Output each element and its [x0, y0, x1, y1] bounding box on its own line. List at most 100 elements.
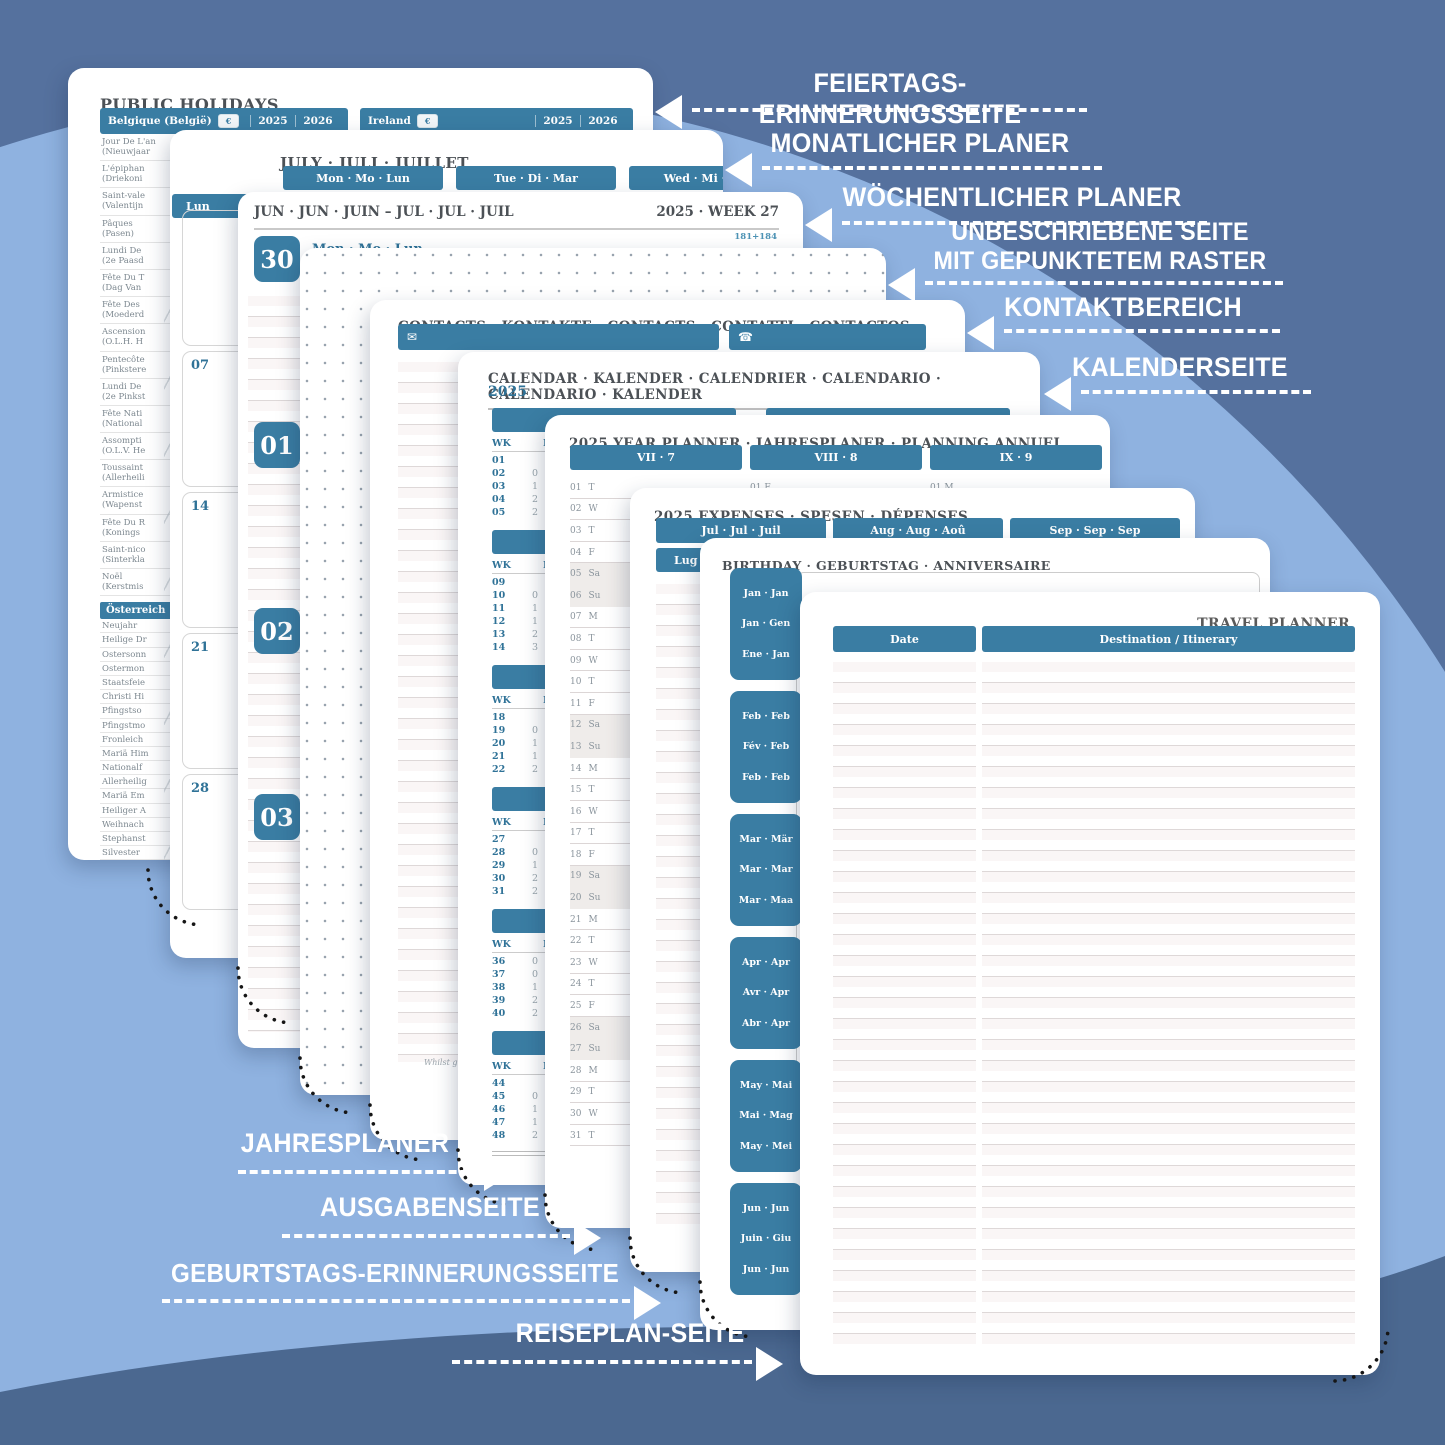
- label-birthday-page: GEBURTSTAGS-ERINNERUNGSSEITE: [170, 1258, 619, 1288]
- holiday-row: Heilige Dr: [100, 633, 200, 648]
- arrow-right-icon: [634, 1286, 661, 1320]
- holiday-table-ireland-header: Ireland € 2025 2026: [360, 108, 633, 134]
- calendar-title: CALENDAR · KALENDER · CALENDRIER · CALEN…: [488, 371, 1008, 411]
- calendar-year: 2025: [488, 384, 527, 400]
- holiday-name-translation: (Pinkstere: [102, 364, 147, 375]
- holiday-name: Pentecôte: [102, 354, 145, 365]
- label-travel-page: REISEPLAN-SEITE: [515, 1318, 745, 1348]
- arrow-line: [162, 1299, 630, 1303]
- holiday-name: Saint-nico: [102, 544, 146, 555]
- week-number-row: 02 0: [492, 468, 539, 479]
- arrow-line: [452, 1360, 752, 1364]
- year-column: 2025: [535, 115, 580, 127]
- email-field-bar[interactable]: ✉: [398, 324, 719, 350]
- week-number-row: 48 2: [492, 1130, 539, 1141]
- arrow-line: [842, 221, 1207, 225]
- week-number-row: 01: [492, 455, 506, 466]
- weekly-year-week: 2025 · WEEK 27: [656, 204, 779, 220]
- week-number-row: 46 1: [492, 1104, 539, 1115]
- holiday-row: Weihnach: [100, 818, 200, 832]
- mail-icon: ✉: [407, 330, 418, 344]
- euro-icon: €: [416, 114, 439, 128]
- holiday-name-translation: (Wapenst: [102, 500, 143, 511]
- holiday-row: Neujahr: [100, 619, 200, 634]
- country-name: Ireland: [368, 115, 411, 127]
- holiday-row: Silvester: [100, 846, 200, 860]
- week-number-row: 44: [492, 1078, 506, 1089]
- week-number-row: 37 0: [492, 969, 539, 980]
- holiday-name: Saint-vale: [102, 191, 145, 202]
- holiday-name-translation: (2e Paasd: [102, 255, 144, 266]
- week-number-row: 03 1: [492, 481, 539, 492]
- travel-date-rows[interactable]: [833, 662, 976, 1352]
- holiday-name-translation: (Allerheili: [102, 473, 145, 484]
- travel-destination-rows[interactable]: [982, 662, 1355, 1352]
- holiday-row: Ostersonn: [100, 648, 200, 662]
- year-column: 2026: [580, 115, 625, 127]
- euro-icon: €: [217, 114, 240, 128]
- label-holidays-page: FEIERTAGS-ERINNERUNGSSEITE: [758, 68, 1022, 129]
- holiday-name-translation: (Sinterkla: [102, 554, 145, 565]
- day-badge: 30: [254, 236, 300, 282]
- week-number-row: 05 2: [492, 507, 539, 518]
- bottom-wave-shape: [0, 1256, 1445, 1445]
- label-monthly-planner: MONATLICHER PLANER: [770, 128, 1070, 158]
- arrow-line: [692, 108, 1087, 112]
- holiday-row: Mariä Em: [100, 789, 200, 804]
- arrow-line: [925, 281, 1283, 285]
- holiday-name: Ascension: [102, 327, 146, 338]
- holiday-name: Pâques: [102, 218, 133, 229]
- week-number-row: 10 0: [492, 590, 539, 601]
- arrow-left-icon: [805, 208, 832, 242]
- month-header-august: VIII · 8: [750, 445, 922, 470]
- month-tab[interactable]: Jan · Jan Jan · Gen Ene · Jan: [730, 568, 802, 680]
- week-number-row: 13 2: [492, 629, 539, 640]
- arrow-right-icon: [484, 1157, 511, 1191]
- week-number-row: 36 0: [492, 956, 539, 967]
- week-number-row: 19 0: [492, 725, 539, 736]
- holiday-row: Christi Hi: [100, 690, 200, 705]
- year-column: 2025: [250, 115, 295, 127]
- month-tab[interactable]: Jun · Jun Juin · Giu Jun · Jun: [730, 1183, 802, 1295]
- holiday-name: Assompti: [102, 436, 142, 447]
- holiday-name-translation: (O.L.V. He: [102, 446, 146, 457]
- holiday-name-translation: (Moederd: [102, 310, 145, 321]
- birthday-title: BIRTHDAY · GEBURTSTAG · ANNIVERSAIRE: [722, 558, 1051, 574]
- year-column: 2026: [295, 115, 340, 127]
- day-badge: 01: [254, 422, 300, 468]
- label-contacts-section: KONTAKTBEREICH: [1004, 292, 1242, 322]
- holiday-row: Mariä Him: [100, 747, 200, 762]
- week-number-row: 29 1: [492, 860, 539, 871]
- week-number-row: 47 1: [492, 1117, 539, 1128]
- holiday-row: Ostermon: [100, 662, 200, 676]
- week-number-row: 12 1: [492, 616, 539, 627]
- week-number-row: 27: [492, 834, 506, 845]
- month-tab[interactable]: Feb · Feb Fév · Feb Feb · Feb: [730, 691, 802, 803]
- phone-field-bar[interactable]: ☎: [729, 324, 926, 350]
- arrow-left-icon: [655, 95, 682, 129]
- month-tab[interactable]: Mar · Mär Mar · Mar Mar · Maa: [730, 814, 802, 926]
- weekday-header-row: Mon · Mo · Lun Tue · Di · Mar Wed · Mi · M…: [283, 166, 723, 190]
- page-travel-planner: TRAVEL PLANNER Date Destination / Itiner…: [800, 592, 1380, 1375]
- month-tab[interactable]: May · Mai Mai · Mag May · Mei: [730, 1060, 802, 1172]
- holiday-name: Jour De L'an: [102, 137, 156, 147]
- holiday-row: Heiliger A: [100, 804, 200, 818]
- holiday-table-belgium: Belgique (België) € 2025 2026 Jour De L'a…: [100, 108, 348, 860]
- date-column-header: Date: [833, 626, 976, 652]
- arrow-line: [282, 1234, 570, 1238]
- holiday-row: Stephanst: [100, 832, 200, 847]
- label-dotted-page: UNBESCHRIEBENE SEITE MIT GEPUNKTETEM RAS…: [933, 218, 1267, 275]
- day-badge: 03: [254, 794, 300, 840]
- week-column-header: WK: [492, 560, 511, 571]
- label-year-planner: JAHRESPLANER: [240, 1128, 450, 1158]
- holiday-name: Lundi De: [102, 381, 142, 392]
- holiday-name: Noël: [102, 572, 123, 582]
- birthday-month-tabs: Jan · Jan Jan · Gen Ene · Jan Feb · Feb …: [730, 568, 802, 1306]
- week-number-row: 28 0: [492, 847, 539, 858]
- month-tab[interactable]: Apr · Apr Avr · Apr Abr · Apr: [730, 937, 802, 1049]
- week-number-row: 45 0: [492, 1091, 539, 1102]
- arrow-left-icon: [1044, 377, 1071, 411]
- holiday-row: Nationalf: [100, 761, 200, 776]
- holiday-row: Allerheilig: [100, 775, 200, 790]
- arrow-line: [1004, 329, 1280, 333]
